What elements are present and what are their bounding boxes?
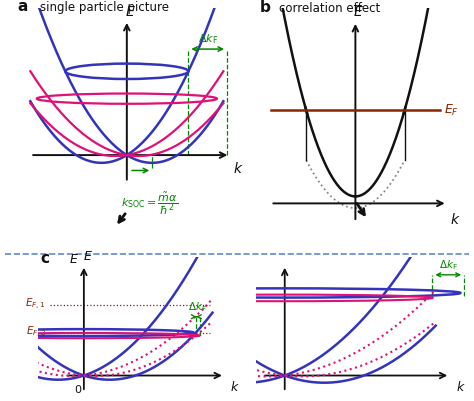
Text: $E$: $E$ (83, 250, 93, 263)
Text: correlation effect: correlation effect (279, 2, 381, 15)
Text: $E_{F,1}$: $E_{F,1}$ (26, 297, 46, 312)
Text: $\Delta k_\mathrm{F}$: $\Delta k_\mathrm{F}$ (439, 258, 458, 272)
Text: a: a (18, 0, 28, 14)
Text: single particle picture: single particle picture (40, 1, 169, 14)
Text: $k$: $k$ (233, 161, 243, 176)
Text: c: c (40, 251, 49, 265)
Text: $k$: $k$ (229, 381, 239, 395)
Text: b: b (260, 0, 271, 15)
Text: $E$: $E$ (354, 5, 364, 19)
Text: $E$: $E$ (125, 5, 136, 19)
Text: $E$: $E$ (69, 253, 79, 265)
Text: $E_{F,2}$: $E_{F,2}$ (26, 325, 46, 340)
Text: $k$: $k$ (456, 381, 465, 395)
Text: $E_F$: $E_F$ (444, 103, 459, 118)
Text: $k_\mathrm{SOC}=\dfrac{\tilde{m}\alpha}{\hbar^2}$: $k_\mathrm{SOC}=\dfrac{\tilde{m}\alpha}{… (121, 191, 178, 217)
Text: $\Delta k_\mathrm{F}$: $\Delta k_\mathrm{F}$ (198, 32, 218, 47)
Text: $k$: $k$ (450, 212, 460, 227)
Text: $\Delta k_\mathrm{F}$: $\Delta k_\mathrm{F}$ (188, 300, 207, 314)
Text: 0: 0 (74, 385, 81, 395)
